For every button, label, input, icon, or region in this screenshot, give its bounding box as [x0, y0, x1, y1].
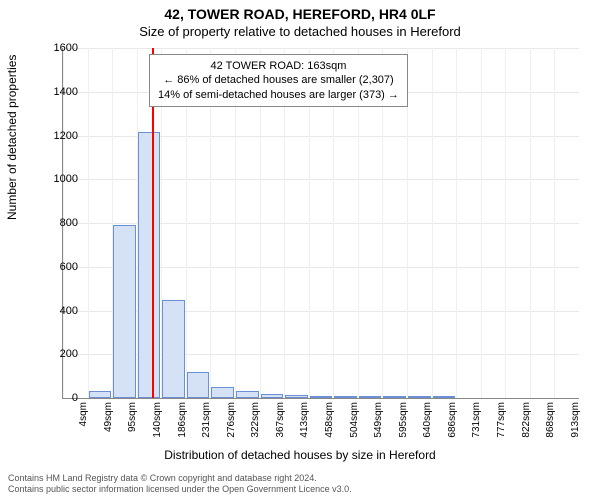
xtick-label: 140sqm — [152, 402, 163, 438]
gridline-h — [63, 48, 579, 49]
ytick-label: 400 — [42, 305, 78, 317]
histogram-bar — [211, 387, 234, 398]
ytick-label: 600 — [42, 261, 78, 273]
xtick-label: 367sqm — [275, 402, 286, 438]
ytick-label: 800 — [42, 217, 78, 229]
xtick-label: 686sqm — [447, 402, 458, 438]
histogram-bar — [383, 396, 406, 398]
xtick-label: 413sqm — [299, 402, 310, 438]
xtick-label: 504sqm — [349, 402, 360, 438]
histogram-bar — [433, 396, 456, 398]
histogram-bar — [162, 300, 185, 398]
histogram-bar — [310, 396, 333, 398]
histogram-bar — [261, 394, 284, 398]
histogram-bar — [89, 391, 112, 398]
footer-attribution: Contains HM Land Registry data © Crown c… — [8, 473, 352, 496]
info-box-line-3: 14% of semi-detached houses are larger (… — [158, 88, 399, 102]
ytick-label: 0 — [42, 392, 78, 404]
histogram-bar — [285, 395, 308, 398]
y-axis-label: Number of detached properties — [5, 55, 19, 220]
gridline-v — [456, 48, 457, 398]
xtick-label: 186sqm — [177, 402, 188, 438]
page-subtitle: Size of property relative to detached ho… — [0, 22, 600, 39]
xtick-label: 49sqm — [103, 402, 114, 432]
ytick-label: 1600 — [42, 42, 78, 54]
xtick-label: 322sqm — [250, 402, 261, 438]
chart-area: 42 TOWER ROAD: 163sqm← 86% of detached h… — [62, 48, 578, 398]
ytick-label: 200 — [42, 348, 78, 360]
xtick-label: 777sqm — [496, 402, 507, 438]
histogram-bar — [138, 132, 161, 398]
xtick-label: 95sqm — [127, 402, 138, 432]
xtick-label: 549sqm — [373, 402, 384, 438]
xtick-label: 913sqm — [570, 402, 581, 438]
xtick-label: 4sqm — [78, 402, 89, 426]
plot-region: 42 TOWER ROAD: 163sqm← 86% of detached h… — [62, 48, 579, 399]
footer-line-1: Contains HM Land Registry data © Crown c… — [8, 473, 352, 485]
gridline-v — [554, 48, 555, 398]
gridline-v — [505, 48, 506, 398]
xtick-label: 458sqm — [324, 402, 335, 438]
info-box-line-2: ← 86% of detached houses are smaller (2,… — [158, 73, 399, 87]
xtick-label: 231sqm — [201, 402, 212, 438]
gridline-v — [88, 48, 89, 398]
gridline-v — [432, 48, 433, 398]
xtick-label: 640sqm — [422, 402, 433, 438]
gridline-v — [530, 48, 531, 398]
ytick-label: 1200 — [42, 130, 78, 142]
histogram-bar — [408, 396, 431, 398]
info-box: 42 TOWER ROAD: 163sqm← 86% of detached h… — [149, 54, 408, 107]
histogram-bar — [187, 372, 210, 398]
ytick-label: 1000 — [42, 173, 78, 185]
page-title: 42, TOWER ROAD, HEREFORD, HR4 0LF — [0, 0, 600, 22]
xtick-label: 595sqm — [398, 402, 409, 438]
xtick-label: 276sqm — [226, 402, 237, 438]
xtick-label: 731sqm — [471, 402, 482, 438]
histogram-bar — [113, 225, 136, 398]
xtick-label: 868sqm — [545, 402, 556, 438]
histogram-bar — [359, 396, 382, 398]
info-box-line-1: 42 TOWER ROAD: 163sqm — [158, 59, 399, 73]
xtick-label: 822sqm — [521, 402, 532, 438]
footer-line-2: Contains public sector information licen… — [8, 484, 352, 496]
x-axis-label: Distribution of detached houses by size … — [0, 448, 600, 462]
gridline-v — [481, 48, 482, 398]
ytick-label: 1400 — [42, 86, 78, 98]
histogram-bar — [236, 391, 259, 398]
histogram-bar — [334, 396, 357, 398]
